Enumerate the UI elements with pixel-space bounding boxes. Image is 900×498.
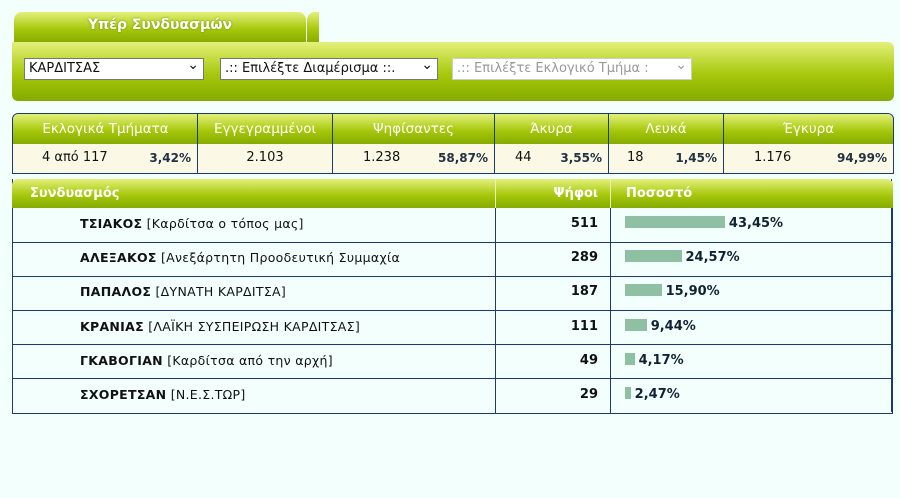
candidate-name: ΓΚΑΒΟΓΙΑΝ xyxy=(80,352,163,368)
candidate-name: ΠΑΠΑΛΟΣ xyxy=(80,284,152,300)
col-divider xyxy=(495,179,496,208)
row-border xyxy=(12,379,893,414)
stat-value: 1.238 xyxy=(363,150,401,165)
stat-cell: 1.176 94,99% xyxy=(724,144,893,173)
percent-bar xyxy=(625,318,647,331)
party-name: [ΛΑΪΚΗ ΣΥΣΠΕΙΡΩΣΗ ΚΑΡΔΙΤΣΑΣ] xyxy=(148,318,361,334)
percent-label: 2,47% xyxy=(634,387,680,402)
divider xyxy=(495,276,496,311)
row-border xyxy=(12,208,893,243)
select[interactable]: .:: Επιλέξτε Διαμέρισμα ::. xyxy=(220,58,438,80)
candidate: ΤΣΙΑΚΟΣ [Καρδίτσα ο τόπος μας] xyxy=(80,208,494,241)
party-name: [Ν.Ε.Σ.ΤΩΡ] xyxy=(170,387,246,402)
votes: 289 xyxy=(570,250,598,266)
stat-percent: 58,87% xyxy=(438,151,488,165)
results-table xyxy=(12,179,892,412)
divider xyxy=(610,208,611,242)
party-name: [Καρδίτσα ο τόπος μας] xyxy=(146,216,304,231)
percent-bar xyxy=(625,250,682,263)
votes: 49 xyxy=(579,352,598,368)
divider xyxy=(495,379,496,413)
divider xyxy=(610,242,611,277)
percent-label: 24,57% xyxy=(685,250,740,266)
select[interactable]: ΚΑΡΔΙΤΣΑΣ xyxy=(24,58,204,80)
stat-header: Λευκά xyxy=(609,114,724,144)
party-name: [ΔΥΝΑΤΗ ΚΑΡΔΙΤΣΑ] xyxy=(155,284,287,300)
percent-label: 15,90% xyxy=(665,284,720,300)
row-border xyxy=(12,344,893,380)
tab[interactable] xyxy=(307,12,319,43)
stat-header: Εκλογικά Τμήματα xyxy=(14,114,198,144)
stat-percent: 3,42% xyxy=(149,151,191,165)
party-name: [Ανεξάρτητη Προοδευτική Συμμαχία xyxy=(161,250,401,266)
divider xyxy=(610,310,611,345)
col-header: Ποσοστό xyxy=(626,186,693,201)
stat-cell: 18 1,45% xyxy=(609,144,724,173)
candidate-name: ΤΣΙΑΚΟΣ xyxy=(80,216,143,231)
stat-value: 4 από 117 xyxy=(42,150,108,165)
divider xyxy=(610,344,611,379)
divider xyxy=(610,379,611,413)
stats-header xyxy=(13,114,893,144)
tab[interactable]: Υπέρ Συνδυασμών xyxy=(14,12,306,43)
stat-header: Ψηφίσαντες xyxy=(333,114,495,144)
votes: 29 xyxy=(579,387,598,402)
divider xyxy=(495,344,496,379)
stat-value: 1.176 xyxy=(754,150,792,165)
stat-cell: 4 από 117 3,42% xyxy=(14,144,198,173)
divider xyxy=(610,276,611,311)
divider xyxy=(495,310,496,345)
stat-value: 44 xyxy=(515,150,532,165)
party-name: [Καρδίτσα από την αρχή] xyxy=(167,352,333,368)
row-border xyxy=(12,276,893,311)
stat-cell: 2.103 xyxy=(198,144,333,173)
percent-bar xyxy=(625,352,635,365)
stat-percent: 94,99% xyxy=(837,151,887,165)
percent-bar xyxy=(625,216,725,228)
row-border xyxy=(12,310,893,346)
percent-bar xyxy=(625,387,631,399)
divider xyxy=(495,208,496,242)
candidate: ΚΡΑΝΙΑΣ [ΛΑΪΚΗ ΣΥΣΠΕΙΡΩΣΗ ΚΑΡΔΙΤΣΑΣ] xyxy=(80,311,494,344)
candidate-name: ΚΡΑΝΙΑΣ xyxy=(80,318,144,334)
candidate: ΓΚΑΒΟΓΙΑΝ [Καρδίτσα από την αρχή] xyxy=(80,345,494,378)
stat-header: Εγγεγραμμένοι xyxy=(198,114,333,144)
col-header: Ψήφοι xyxy=(553,186,598,201)
candidate-name: ΣΧΟΡΕΤΣΑΝ xyxy=(80,387,167,402)
stat-header: Έγκυρα xyxy=(782,121,835,137)
percent-label: 43,45% xyxy=(728,216,784,231)
stat-cell: 44 3,55% xyxy=(495,144,609,173)
col-divider xyxy=(610,179,611,208)
candidate: ΑΛΕΞΑΚΟΣ [Ανεξάρτητη Προοδευτική Συμμαχί… xyxy=(80,242,494,275)
results-header xyxy=(12,179,893,208)
percent-label: 9,44% xyxy=(650,318,696,334)
select[interactable]: .:: Επιλέξτε Εκλογικό Τμήμα : xyxy=(452,58,692,80)
stat-header: Άκυρα xyxy=(495,114,609,144)
divider xyxy=(495,242,496,277)
candidate: ΣΧΟΡΕΤΣΑΝ [Ν.Ε.Σ.ΤΩΡ] xyxy=(80,379,494,412)
col-header: Συνδυασμός xyxy=(30,186,120,201)
votes: 187 xyxy=(570,284,598,300)
votes: 511 xyxy=(570,216,598,231)
percent-label: 4,17% xyxy=(638,352,684,368)
row-border xyxy=(12,242,893,277)
stat-value: 18 xyxy=(627,150,644,165)
stat-percent: 3,55% xyxy=(560,151,602,165)
stat-cell: 1.238 58,87% xyxy=(333,144,495,173)
candidate-name: ΑΛΕΞΑΚΟΣ xyxy=(80,250,157,266)
candidate: ΠΑΠΑΛΟΣ [ΔΥΝΑΤΗ ΚΑΡΔΙΤΣΑ] xyxy=(80,276,494,309)
stat-value: 2.103 xyxy=(246,150,284,165)
votes: 111 xyxy=(570,318,598,334)
percent-bar xyxy=(625,284,662,297)
stat-percent: 1,45% xyxy=(675,151,717,165)
